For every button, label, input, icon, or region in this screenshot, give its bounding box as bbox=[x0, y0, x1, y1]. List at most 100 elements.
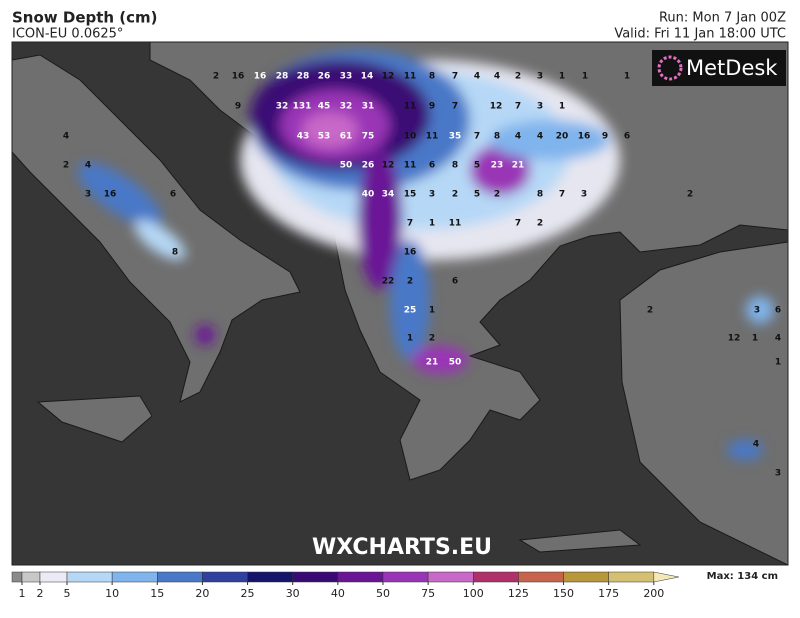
snow-depth-label: 31 bbox=[362, 102, 375, 112]
snow-depth-label: 75 bbox=[362, 132, 375, 142]
colorbar-tick-label: 150 bbox=[553, 587, 574, 600]
snow-depth-label: 7 bbox=[452, 72, 458, 82]
snow-depth-label: 8 bbox=[452, 161, 458, 171]
snow-depth-label: 2 bbox=[407, 277, 413, 287]
snow-depth-label: 2 bbox=[213, 72, 219, 82]
colorbar-swatch bbox=[247, 571, 293, 583]
colorbar-tick-label: 175 bbox=[598, 587, 619, 600]
snow-depth-label: 32 bbox=[340, 102, 353, 112]
snow-depth-label: 15 bbox=[404, 190, 417, 200]
snow-depth-label: 40 bbox=[362, 190, 375, 200]
snow-depth-label: 23 bbox=[491, 161, 504, 171]
snow-depth-label: 21 bbox=[426, 358, 439, 368]
snow-depth-label: 1 bbox=[559, 72, 565, 82]
colorbar-arrow bbox=[653, 571, 679, 583]
colorbar-swatch bbox=[382, 571, 429, 583]
snow-depth-label: 7 bbox=[474, 132, 480, 142]
colorbar-tick-label: 30 bbox=[286, 587, 300, 600]
snow-depth-label: 6 bbox=[775, 306, 781, 316]
snow-depth-label: 8 bbox=[494, 132, 500, 142]
map-frame bbox=[11, 41, 789, 566]
colorbar-swatch bbox=[66, 571, 113, 583]
snow-depth-label: 4 bbox=[63, 132, 69, 142]
snow-depth-label: 7 bbox=[452, 102, 458, 112]
snow-depth-label: 32 bbox=[276, 102, 289, 112]
snow-depth-label: 33 bbox=[340, 72, 353, 82]
logo-text: MetDesk bbox=[686, 56, 778, 80]
snow-depth-label: 7 bbox=[559, 190, 565, 200]
colorbar-swatch bbox=[563, 571, 609, 583]
colorbar-swatch bbox=[202, 571, 248, 583]
snow-depth-label: 4 bbox=[753, 440, 759, 450]
colorbar-tick-label: 75 bbox=[421, 587, 435, 600]
snow-depth-label: 1 bbox=[407, 334, 413, 344]
snow-cover bbox=[77, 50, 774, 460]
snow-depth-label: 8 bbox=[172, 248, 178, 258]
snow-depth-label: 12 bbox=[728, 334, 741, 344]
colorbar-tick-label: 10 bbox=[105, 587, 119, 600]
colorbar-tick-label: 200 bbox=[643, 587, 664, 600]
snow-depth-label: 6 bbox=[452, 277, 458, 287]
snow-depth-label: 5 bbox=[474, 161, 480, 171]
colorbar: 1 2 5 10 15 20 25 30 40 50 75 100 125 150 175 200 bbox=[11, 571, 679, 600]
snow-depth-label: 1 bbox=[429, 306, 435, 316]
snow-depth-label: 7 bbox=[407, 219, 413, 229]
snow-depth-label: 21 bbox=[512, 161, 525, 171]
snow-depth-label: 9 bbox=[602, 132, 608, 142]
snow-depth-label: 11 bbox=[404, 161, 417, 171]
snow-depth-label: 4 bbox=[775, 334, 781, 344]
snow-depth-label: 3 bbox=[429, 190, 435, 200]
snow-depth-label: 16 bbox=[578, 132, 591, 142]
snow-depth-label: 5 bbox=[474, 190, 480, 200]
snow-depth-label: 16 bbox=[254, 72, 267, 82]
colorbar-tick-label: 15 bbox=[150, 587, 164, 600]
snow-depth-label: 2 bbox=[429, 334, 435, 344]
colorbar-swatch bbox=[292, 571, 339, 583]
snow-depth-label: 4 bbox=[537, 132, 543, 142]
snow-depth-label: 53 bbox=[318, 132, 331, 142]
snow-depth-label: 1 bbox=[429, 219, 435, 229]
valid-time: Valid: Fri 11 Jan 18:00 UTC bbox=[614, 27, 786, 42]
snow-depth-label: 1 bbox=[775, 358, 781, 368]
snow-depth-label: 131 bbox=[293, 102, 312, 112]
snow-depth-label: 3 bbox=[775, 469, 781, 479]
snow-depth-label: 16 bbox=[232, 72, 245, 82]
snow-depth-label: 7 bbox=[515, 102, 521, 112]
watermark: WXCHARTS.EU bbox=[312, 535, 492, 560]
snow-depth-label: 26 bbox=[362, 161, 375, 171]
snow-depth-label: 14 bbox=[361, 72, 374, 82]
run-time: Run: Mon 7 Jan 00Z bbox=[659, 11, 786, 26]
colorbar-tick-label: 50 bbox=[376, 587, 390, 600]
snow-depth-label: 28 bbox=[276, 72, 289, 82]
colorbar-tick-label: 20 bbox=[195, 587, 209, 600]
logo: MetDesk bbox=[652, 50, 786, 86]
colorbar-swatch bbox=[518, 571, 564, 583]
snow-depth-label: 61 bbox=[340, 132, 353, 142]
snow-depth-label: 8 bbox=[429, 72, 435, 82]
snow-depth-label: 2 bbox=[494, 190, 500, 200]
snow-depth-label: 25 bbox=[404, 306, 417, 316]
colorbar-tick-label: 2 bbox=[37, 587, 44, 600]
snow-depth-label: 12 bbox=[490, 102, 503, 112]
colorbar-tick-label: 5 bbox=[64, 587, 71, 600]
snow-depth-label: 3 bbox=[537, 72, 543, 82]
snow-depth-label: 6 bbox=[429, 161, 435, 171]
snow-depth-label: 3 bbox=[85, 190, 91, 200]
snow-depth-label: 12 bbox=[382, 161, 395, 171]
snow-depth-label: 3 bbox=[581, 190, 587, 200]
map-labels: 2 16 16 28 28 26 33 14 12 11 8 7 4 4 2 3 1 1 19 32 131 45 32 31… bbox=[63, 72, 781, 479]
snow-depth-label: 8 bbox=[537, 190, 543, 200]
snow-depth-label: 11 bbox=[404, 102, 417, 112]
snow-depth-label: 4 bbox=[474, 72, 480, 82]
snow-depth-label: 4 bbox=[494, 72, 500, 82]
snow-depth-label: 11 bbox=[449, 219, 462, 229]
snow-depth-label: 4 bbox=[85, 161, 91, 171]
colorbar-tick-label: 125 bbox=[508, 587, 529, 600]
snow-depth-label: 2 bbox=[687, 190, 693, 200]
colorbar-swatch bbox=[473, 571, 519, 583]
snow-depth-label: 2 bbox=[537, 219, 543, 229]
snow-depth-label: 2 bbox=[647, 306, 653, 316]
colorbar-tick-label: 100 bbox=[463, 587, 484, 600]
